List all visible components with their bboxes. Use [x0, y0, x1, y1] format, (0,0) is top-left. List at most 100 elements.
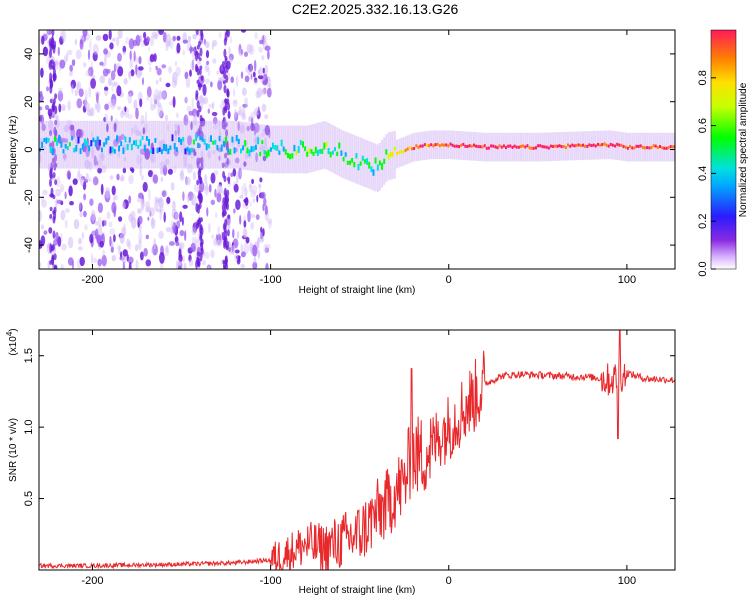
spectrogram-noise-cell	[199, 94, 204, 104]
spectrogram-noise-cell	[172, 200, 176, 212]
spectrogram-noise-cell	[189, 69, 192, 77]
spectrogram-signal-cell	[237, 138, 240, 144]
spectrogram-streak-cell	[198, 190, 201, 199]
spectrogram-streak-cell	[52, 230, 56, 239]
spectrogram-streak-cell	[54, 93, 58, 100]
spectrogram-noise-cell	[94, 228, 99, 240]
spectrogram-noise-cell	[172, 35, 176, 42]
spectrogram-noise-cell	[254, 121, 258, 128]
spectrogram-noise-cell	[208, 222, 211, 234]
spectrogram-noise-cell	[183, 97, 189, 104]
spectrogram-noise-cell	[106, 123, 109, 133]
spectrogram-noise-cell	[61, 243, 67, 251]
spectrogram-halo-cell	[240, 121, 242, 170]
spectrogram-noise-cell	[147, 188, 151, 201]
spectrogram-streak-cell	[198, 202, 202, 209]
spectrogram-signal-cell	[56, 139, 59, 146]
spectrogram-noise-cell	[55, 176, 61, 188]
spectrogram-signal-cell	[101, 147, 103, 153]
spectrogram-signal-cell	[158, 147, 161, 152]
spectrogram-noise-cell	[216, 192, 222, 203]
spectrogram-noise-cell	[78, 237, 82, 245]
spectrogram-halo-cell	[79, 120, 82, 169]
spectrogram-noise-cell	[207, 265, 210, 269]
spectrogram-signal-cell	[582, 143, 584, 147]
spectrogram-noise-cell	[210, 172, 216, 184]
spectrogram-signal-cell	[549, 144, 552, 148]
spectrogram-noise-cell	[172, 71, 178, 84]
spectrogram-signal-cell	[163, 144, 165, 151]
spectrogram-noise-cell	[95, 35, 102, 41]
spectrogram-streak-cell	[226, 189, 230, 197]
spectrogram-noise-cell	[146, 36, 150, 43]
spectrogram-noise-cell	[232, 228, 235, 239]
spectrogram-halo-cell	[167, 120, 170, 169]
spectrogram-noise-cell	[119, 232, 125, 244]
spectrogram-streak-cell	[50, 187, 54, 197]
spectrogram-noise-cell	[232, 99, 238, 104]
spectrogram-signal-cell	[203, 138, 206, 145]
spectrogram-noise-cell	[149, 66, 152, 73]
spectrogram-noise-cell	[64, 219, 68, 229]
spectrogram-noise-cell	[178, 259, 181, 269]
spectrogram-noise-cell	[68, 123, 71, 134]
spectrogram-noise-cell	[247, 210, 251, 223]
spectrogram-noise-cell	[206, 207, 209, 217]
spectrogram-noise-cell	[205, 50, 210, 59]
spectrogram-noise-cell	[227, 220, 231, 231]
spectrogram-signal-cell	[169, 145, 172, 150]
spectrogram-signal-cell	[295, 150, 298, 156]
spectrogram-signal-cell	[524, 145, 527, 149]
spectrogram-streak-cell	[223, 124, 227, 130]
spectrogram-noise-cell	[257, 75, 264, 80]
spectrogram-noise-cell	[190, 121, 193, 131]
spectrogram-halo-cell	[265, 124, 268, 173]
spectrogram-signal-cell	[248, 149, 251, 157]
spectrogram-signal-cell	[609, 142, 612, 146]
spectrogram-halo-cell	[116, 120, 118, 169]
spectrogram-signal-cell	[240, 148, 242, 154]
spectrogram-halo-cell	[156, 120, 159, 169]
spectrogram-noise-cell	[92, 51, 98, 62]
spectrogram-noise-cell	[150, 35, 154, 47]
spectrogram-noise-cell	[98, 153, 105, 159]
spectrogram-noise-cell	[88, 86, 92, 98]
spectrogram-noise-cell	[208, 184, 212, 193]
spectrogram-signal-cell	[539, 144, 542, 148]
spectrogram-noise-cell	[96, 92, 99, 104]
spectrogram-signal-cell	[235, 135, 238, 142]
spectrogram-signal-cell	[475, 144, 478, 148]
spectrogram-noise-cell	[143, 247, 148, 257]
spectrogram-noise-cell	[193, 183, 199, 193]
spectrogram-noise-cell	[162, 164, 168, 176]
spectrogram-noise-cell	[128, 90, 134, 97]
spectrogram-streak-cell	[195, 93, 199, 101]
spectrogram-halo-cell	[145, 120, 148, 169]
spectrogram-streak-cell	[224, 31, 228, 42]
spectrogram-noise-cell	[39, 94, 44, 103]
spectrogram-noise-cell	[218, 32, 222, 39]
spectrogram-noise-cell	[263, 197, 267, 207]
spectrogram-noise-cell	[112, 196, 116, 202]
spectrogram-streak-cell	[199, 47, 203, 57]
spectrogram-noise-cell	[125, 36, 130, 45]
spectrogram-signal-cell	[492, 144, 495, 148]
spectrogram-noise-cell	[166, 196, 171, 204]
spectrogram-noise-cell	[203, 96, 209, 105]
spectrogram-streak-cell	[199, 65, 203, 70]
spectrogram-noise-cell	[205, 41, 210, 49]
spectrogram-noise-cell	[204, 173, 208, 184]
spectrogram-streak-cell	[54, 264, 58, 269]
spectrogram-signal-cell	[167, 148, 170, 154]
spectrogram-noise-cell	[240, 71, 244, 79]
spectrogram-signal-cell	[425, 144, 428, 148]
spectrogram-signal-cell	[340, 150, 343, 156]
spectrogram-noise-cell	[70, 79, 77, 89]
spectrogram-noise-cell	[123, 78, 128, 85]
spectrogram-signal-cell	[244, 140, 247, 147]
spectrogram-noise-cell	[246, 44, 253, 54]
spectrogram-noise-cell	[185, 176, 191, 186]
spectrogram-signal-cell	[62, 149, 65, 154]
spectrogram-noise-cell	[139, 98, 143, 108]
spectrogram-signal-cell	[417, 145, 420, 149]
